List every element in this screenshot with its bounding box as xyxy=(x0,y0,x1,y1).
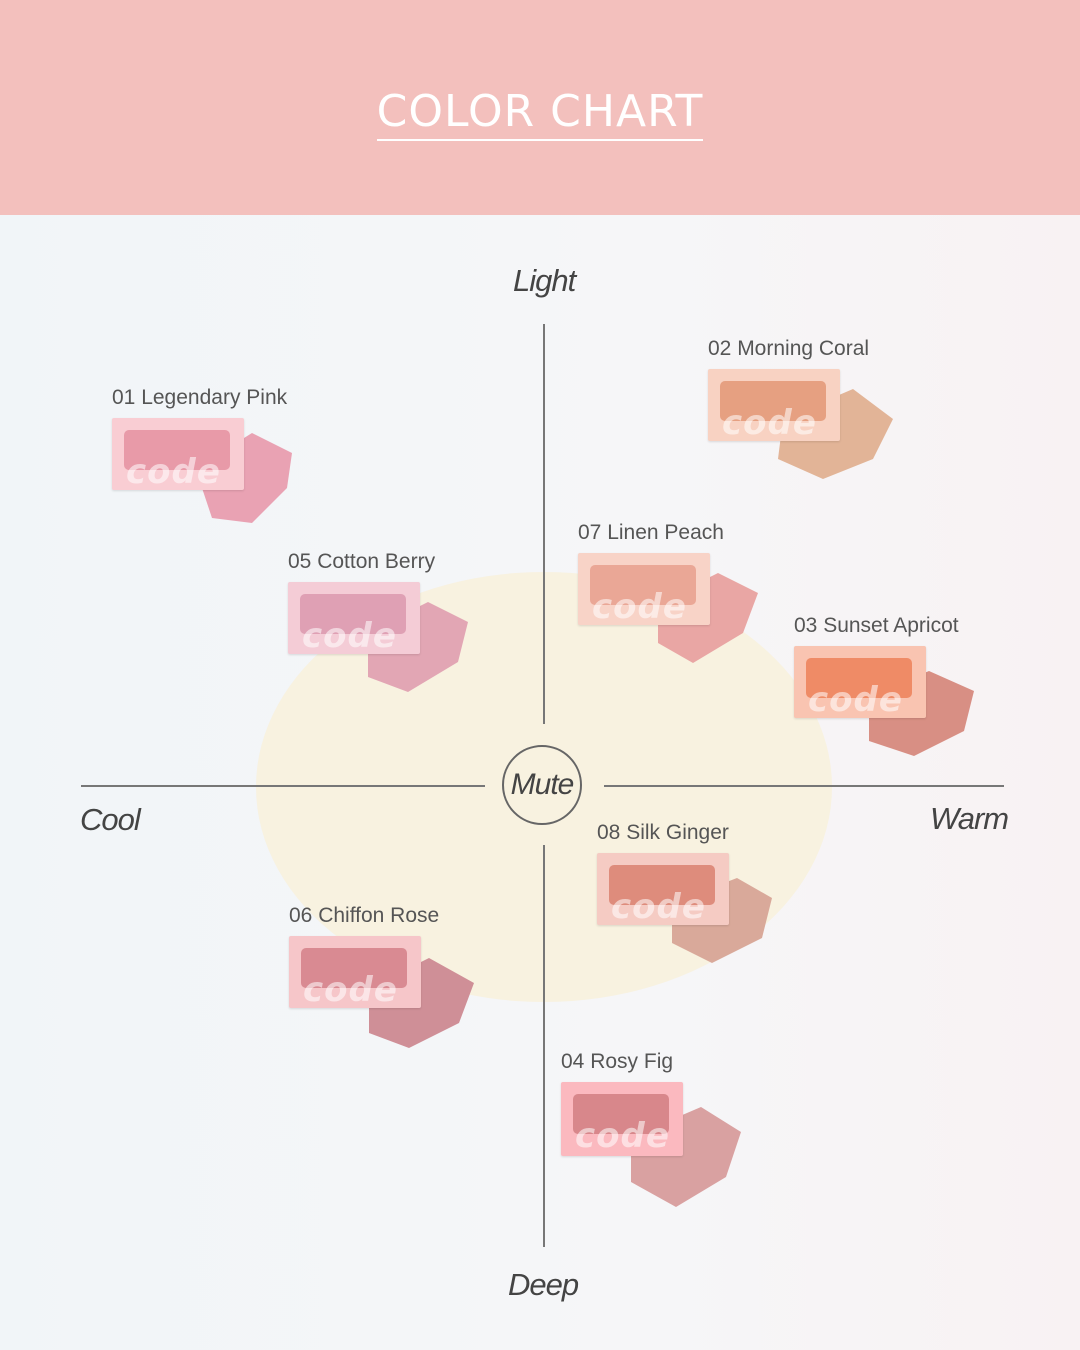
axis-line-top xyxy=(543,324,545,724)
shade-swatch-group: code xyxy=(597,853,797,983)
brand-watermark: code xyxy=(611,887,706,927)
shade-name: 04 Rosy Fig xyxy=(561,1050,674,1073)
shade-swatch-group: code xyxy=(794,646,994,776)
compact-pan xyxy=(720,381,826,421)
compact-case: code xyxy=(289,936,421,1010)
compact-case: code xyxy=(794,646,926,720)
shade-name: 02 Morning Coral xyxy=(708,337,870,360)
shade-swatch-group: code xyxy=(708,369,908,499)
brand-watermark: code xyxy=(302,616,397,656)
brand-watermark: code xyxy=(575,1116,670,1156)
compact-case: code xyxy=(288,582,420,656)
shade-name: 06 Chiffon Rose xyxy=(289,904,440,927)
shade-swatch-group: code xyxy=(112,418,312,548)
brand-watermark: code xyxy=(126,452,221,492)
axis-label-warm: Warm xyxy=(930,801,1009,836)
title-text: COLOR CHART xyxy=(376,86,704,141)
shade-swatch-group: code xyxy=(578,553,778,683)
axis-label-light: Light xyxy=(513,263,576,298)
brand-watermark: code xyxy=(722,403,817,443)
brand-watermark: code xyxy=(808,680,903,720)
shade-name: 08 Silk Ginger xyxy=(597,821,729,844)
axis-label-cool: Cool xyxy=(80,802,141,837)
shade-swatch-group: code xyxy=(288,582,488,712)
compact-case: code xyxy=(561,1082,683,1156)
header-banner: COLOR CHART xyxy=(0,0,1080,215)
compact-case: code xyxy=(597,853,729,927)
axis-line-right xyxy=(604,785,1004,787)
compact-pan xyxy=(301,948,407,988)
brand-watermark: code xyxy=(592,587,687,627)
compact-pan xyxy=(806,658,912,698)
page-title: COLOR CHART xyxy=(0,86,1080,141)
compact-case: code xyxy=(578,553,710,627)
shade-name: 01 Legendary Pink xyxy=(112,386,288,409)
shade-name: 05 Cotton Berry xyxy=(288,550,436,573)
shade-name: 07 Linen Peach xyxy=(578,521,724,544)
axis-label-deep: Deep xyxy=(508,1267,579,1302)
shade-swatch-group: code xyxy=(289,936,489,1066)
compact-pan xyxy=(590,565,696,605)
axis-line-bottom xyxy=(543,845,545,1247)
mute-circle: Mute xyxy=(502,745,582,825)
shade-swatch-group: code xyxy=(561,1082,761,1212)
compact-case: code xyxy=(112,418,244,492)
mute-label: Mute xyxy=(510,768,575,801)
compact-pan xyxy=(609,865,715,905)
brand-watermark: code xyxy=(303,970,398,1010)
shade-name: 03 Sunset Apricot xyxy=(794,614,959,637)
compact-case: code xyxy=(708,369,840,443)
axis-line-left xyxy=(81,785,485,787)
compact-pan xyxy=(573,1094,669,1134)
compact-pan xyxy=(300,594,406,634)
compact-pan xyxy=(124,430,230,470)
